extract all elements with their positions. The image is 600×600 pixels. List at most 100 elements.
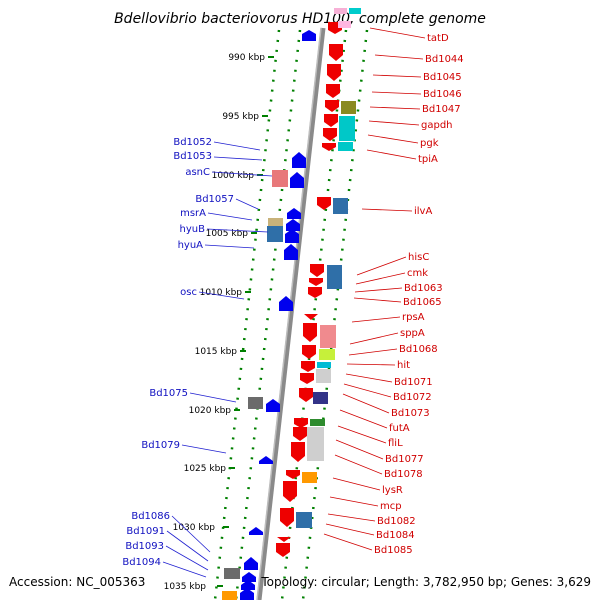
tick-label: 990 kbp <box>228 53 265 63</box>
forward-gene <box>241 580 255 590</box>
gene-label-tatD: tatD <box>427 33 449 44</box>
reverse-gene <box>286 470 300 479</box>
tick-label: 1025 kbp <box>184 464 227 474</box>
gene-label-futA: futA <box>389 423 410 434</box>
gene-label-Bd1091: Bd1091 <box>126 526 165 537</box>
gene-label-hit: hit <box>397 360 410 371</box>
reverse-gene <box>326 84 340 98</box>
gene-label-Bd1044: Bd1044 <box>425 54 464 65</box>
reverse-gene <box>304 314 318 320</box>
gene-label-tpiA: tpiA <box>418 154 438 165</box>
forward-feature <box>224 568 240 579</box>
gene-label-Bd1085: Bd1085 <box>374 545 413 556</box>
tick-label: 1035 kbp <box>164 582 207 592</box>
forward-feature <box>272 170 288 187</box>
reverse-feature <box>338 21 351 28</box>
gene-label-sppA: sppA <box>400 328 425 339</box>
gene-label-Bd1077: Bd1077 <box>385 454 424 465</box>
reverse-gene <box>291 442 305 462</box>
tick-label: 1015 kbp <box>195 347 238 357</box>
gene-label-cmk: cmk <box>407 268 428 279</box>
reverse-gene <box>293 427 307 441</box>
reverse-feature <box>302 472 317 483</box>
tick-label: 1020 kbp <box>189 406 232 416</box>
forward-gene <box>249 527 263 535</box>
gene-label-asnC: asnC <box>185 167 210 178</box>
forward-gene <box>292 152 306 168</box>
reverse-gene <box>303 323 317 342</box>
reverse-feature <box>296 512 312 528</box>
reverse-features <box>296 8 361 528</box>
forward-genes <box>240 30 316 600</box>
gene-label-fliL: fliL <box>388 438 403 449</box>
forward-gene <box>302 30 316 41</box>
forward-gene <box>290 172 304 188</box>
gene-label-Bd1047: Bd1047 <box>422 104 461 115</box>
forward-gene <box>240 588 254 600</box>
reverse-gene <box>301 361 315 372</box>
reverse-gene <box>329 44 343 61</box>
gene-label-Bd1094: Bd1094 <box>122 557 161 568</box>
forward-feature <box>268 218 283 226</box>
reverse-gene <box>280 508 294 527</box>
forward-gene <box>279 296 293 311</box>
reverse-feature <box>320 325 336 348</box>
forward-gene <box>285 229 299 243</box>
gene-label-osc: osc <box>180 287 197 298</box>
gene-label-Bd1093: Bd1093 <box>125 541 164 552</box>
tick-label: 1000 kbp <box>212 171 255 181</box>
reverse-gene <box>323 128 337 141</box>
gene-label-rpsA: rpsA <box>402 312 425 323</box>
forward-gene <box>266 399 280 412</box>
gene-label-hisC: hisC <box>408 252 429 263</box>
gene-label-Bd1075: Bd1075 <box>149 388 188 399</box>
reverse-gene <box>325 100 339 112</box>
gene-label-hyuB: hyuB <box>180 224 206 235</box>
reverse-feature <box>339 116 355 141</box>
gene-label-Bd1079: Bd1079 <box>141 440 180 451</box>
forward-features <box>222 170 288 600</box>
gene-label-Bd1065: Bd1065 <box>403 297 442 308</box>
reverse-gene <box>283 481 297 502</box>
tick-marks <box>217 56 274 587</box>
reverse-feature <box>338 142 353 151</box>
reverse-feature <box>307 427 324 461</box>
forward-feature <box>248 397 263 409</box>
genome-backbone-highlight <box>256 27 322 600</box>
reverse-feature <box>319 349 335 360</box>
reverse-feature <box>313 392 328 404</box>
gene-label-Bd1063: Bd1063 <box>404 283 443 294</box>
tick-label: 1005 kbp <box>206 229 249 239</box>
gene-label-Bd1057: Bd1057 <box>195 194 234 205</box>
forward-feature <box>267 226 283 242</box>
forward-gene <box>242 572 256 582</box>
reverse-feature <box>341 101 356 114</box>
reverse-gene <box>327 64 341 81</box>
reverse-gene <box>299 388 313 402</box>
reverse-gene <box>310 264 324 277</box>
reverse-gene <box>276 543 290 557</box>
reverse-gene <box>308 287 322 298</box>
genome-summary-text: Topology: circular; Length: 3,782,950 bp… <box>260 575 591 589</box>
reverse-feature <box>333 198 348 214</box>
reverse-gene <box>317 197 331 210</box>
gene-label-Bd1072: Bd1072 <box>393 392 432 403</box>
genome-backbone <box>256 27 326 600</box>
reverse-gene <box>324 114 338 127</box>
forward-gene <box>287 208 301 219</box>
reverse-feature <box>334 8 347 14</box>
gene-label-Bd1045: Bd1045 <box>423 72 462 83</box>
gene-label-mcp: mcp <box>380 501 402 512</box>
gene-label-Bd1068: Bd1068 <box>399 344 438 355</box>
gene-label-Bd1071: Bd1071 <box>394 377 433 388</box>
reverse-feature <box>316 369 331 383</box>
gene-label-Bd1052: Bd1052 <box>173 137 212 148</box>
reverse-feature <box>327 265 342 289</box>
reverse-gene <box>309 278 323 286</box>
map-title: Bdellovibrio bacteriovorus HD100, comple… <box>114 11 486 27</box>
reverse-gene <box>277 537 291 542</box>
forward-feature <box>222 591 237 600</box>
gene-label-pgk: pgk <box>420 138 439 149</box>
gene-label-Bd1082: Bd1082 <box>377 516 416 527</box>
